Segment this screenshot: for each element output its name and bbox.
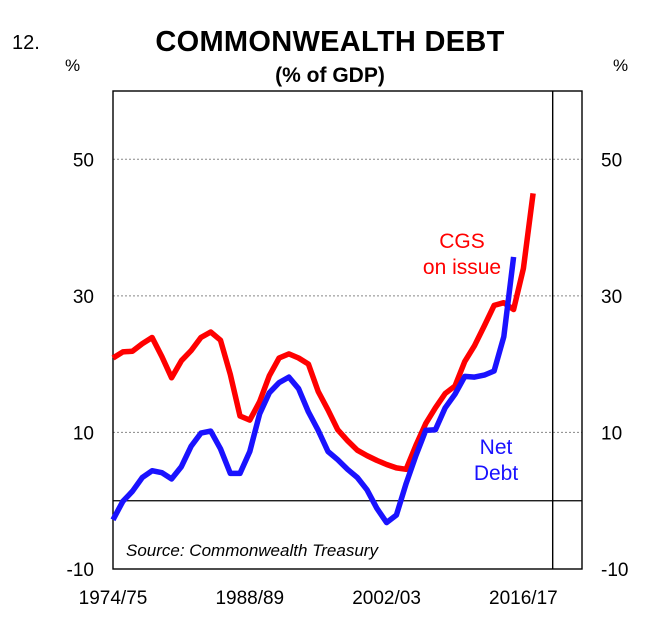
- y-tick-left: 10: [73, 423, 94, 444]
- y-tick-left: -10: [67, 560, 94, 581]
- series-line-cgs-on-issue: [111, 193, 536, 473]
- axis-ticks: -10 -10 10 10 30 30 50 50 1974/75 1988/89 2002/03 2…: [67, 150, 629, 609]
- x-tick-label: 2016/17: [489, 588, 558, 609]
- y-tick-left: 50: [73, 150, 94, 171]
- figure-number: 12.: [12, 32, 40, 54]
- y-unit-left: %: [65, 56, 81, 75]
- y-tick-left: 30: [73, 287, 94, 308]
- chart-title: COMMONWEALTH DEBT: [155, 26, 505, 58]
- source-note: Source: Commonwealth Treasury: [126, 541, 379, 560]
- chart-subtitle: (% of GDP): [275, 64, 385, 87]
- y-tick-right: 50: [601, 150, 622, 171]
- gridlines: [113, 158, 582, 502]
- x-tick-label: 1974/75: [79, 588, 148, 609]
- cgs-label-line: on issue: [423, 256, 501, 279]
- series-labels: CGS on issue Net Debt: [423, 230, 518, 485]
- net-debt-label-line: Net: [480, 436, 513, 459]
- y-tick-right: -10: [601, 560, 628, 581]
- net-debt-label-line: Debt: [474, 462, 519, 485]
- cgs-label-line: CGS: [439, 230, 485, 253]
- plot-frame: [112, 90, 583, 570]
- y-tick-right: 10: [601, 423, 622, 444]
- y-tick-right: 30: [601, 287, 622, 308]
- series-lines: [110, 193, 536, 526]
- x-tick-label: 1988/89: [215, 588, 284, 609]
- y-unit-right: %: [613, 56, 629, 75]
- series-line-net-debt: [110, 256, 517, 526]
- x-tick-label: 2002/03: [352, 588, 421, 609]
